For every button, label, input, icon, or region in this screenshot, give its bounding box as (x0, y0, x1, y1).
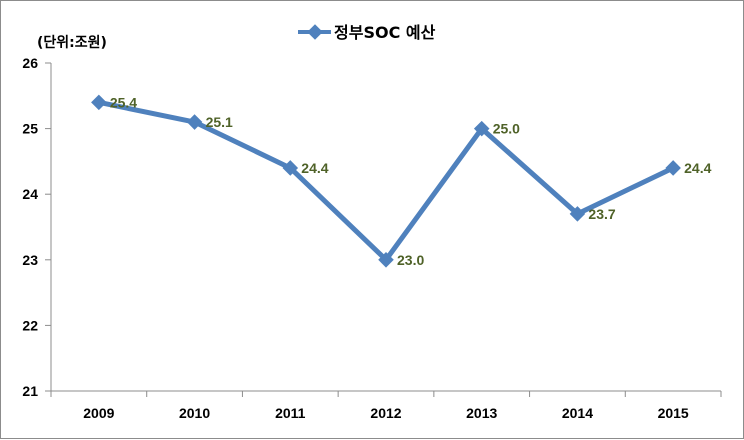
x-tick-label: 2014 (562, 405, 593, 421)
y-tick-label: 22 (22, 317, 38, 333)
data-label: 23.0 (397, 252, 424, 268)
series-line (96, 99, 676, 263)
x-tick-label: 2012 (370, 405, 401, 421)
data-label: 25.4 (110, 94, 137, 110)
data-point-marker (282, 160, 299, 176)
data-label: 23.7 (588, 206, 615, 222)
x-tick-label: 2013 (466, 405, 497, 421)
x-axis-ticks: 2009 2010 2011 2012 2013 2014 2015 (50, 391, 722, 421)
data-point-marker (186, 114, 203, 130)
data-point-marker (91, 94, 107, 111)
x-tick-label: 2009 (83, 405, 114, 421)
y-tick-label: 23 (22, 252, 38, 268)
y-tick-label: 25 (22, 121, 38, 137)
x-tick-label: 2015 (658, 405, 689, 421)
data-label: 24.4 (684, 160, 711, 176)
y-axis-ticks: 21 22 23 24 25 26 (22, 55, 51, 399)
legend: 정부SOC 예산 (298, 23, 436, 42)
unit-label: (단위:조원) (37, 34, 107, 51)
y-tick-label: 26 (22, 55, 38, 71)
legend-marker-swatch (307, 24, 323, 40)
x-tick-label: 2010 (179, 405, 210, 421)
series-group: 25.4 25.1 24.4 23.0 25.0 23.7 24.4 (91, 94, 712, 268)
data-label: 25.1 (206, 114, 233, 130)
data-label: 25.0 (493, 121, 520, 137)
y-tick-label: 21 (22, 383, 38, 399)
data-label: 24.4 (301, 160, 328, 176)
data-point-marker (569, 206, 586, 222)
legend-label: 정부SOC 예산 (334, 23, 436, 42)
y-tick-label: 24 (22, 186, 38, 202)
data-point-marker (665, 160, 681, 176)
x-tick-label: 2011 (275, 405, 306, 421)
